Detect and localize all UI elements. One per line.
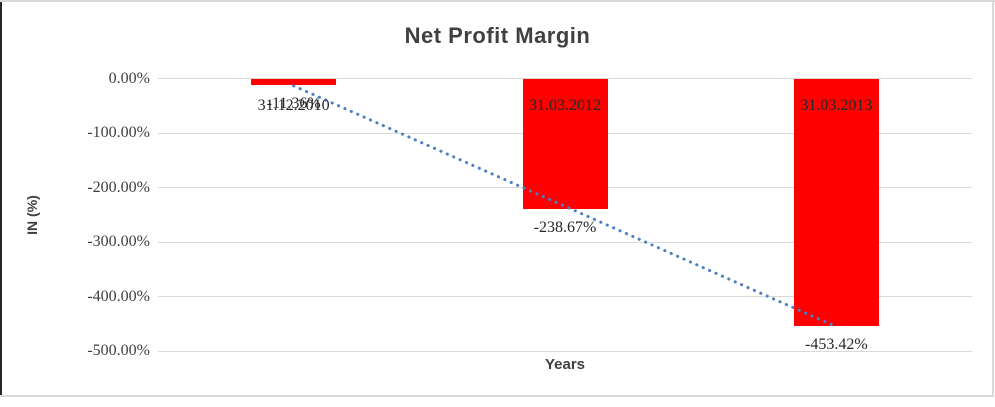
data-label: -453.42% (805, 336, 868, 354)
bar (793, 78, 879, 326)
y-tick-label: -300.00% (87, 233, 150, 250)
data-label: -238.67% (533, 219, 597, 237)
category-label: 31.03.2013 (800, 96, 873, 114)
window-border-top (0, 0, 995, 2)
gridline (158, 350, 972, 352)
data-label: -11.36% (266, 95, 321, 113)
y-tick-label: -500.00% (87, 342, 150, 359)
window-border-left (0, 2, 2, 395)
y-tick-label: -100.00% (87, 124, 150, 141)
category-label: 31.03.2012 (529, 96, 601, 114)
window-border-right (992, 2, 994, 395)
category-label: 31.12.2010 (257, 96, 330, 114)
bar (251, 78, 337, 85)
x-axis-title: Years (544, 356, 586, 373)
chart-title: Net Profit Margin (404, 23, 591, 48)
window-border-bottom (0, 395, 994, 397)
y-tick-label: -200.00% (87, 178, 150, 196)
y-tick-label: 0.00% (108, 69, 150, 87)
y-tick-label: -400.00% (87, 287, 150, 305)
